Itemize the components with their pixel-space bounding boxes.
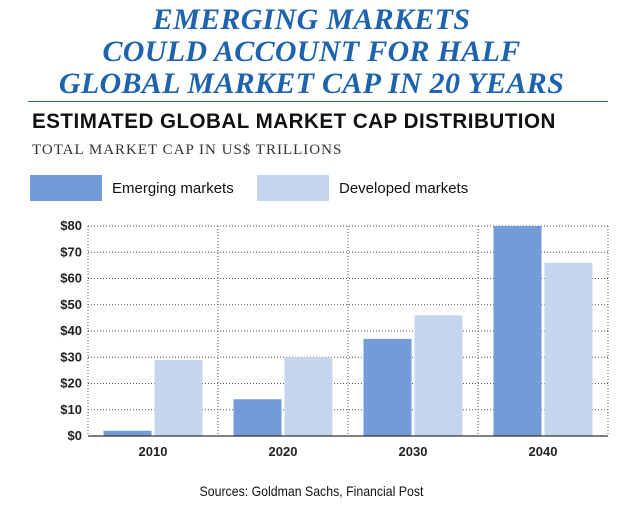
bar-developed: [154, 359, 203, 436]
bar-emerging: [363, 338, 412, 436]
x-tick-label: 2020: [269, 444, 298, 459]
y-tick-label: $50: [60, 297, 82, 312]
headline-divider: [28, 101, 608, 102]
bar-emerging: [233, 399, 282, 436]
y-tick-label: $70: [60, 244, 82, 259]
y-tick-label: $80: [60, 218, 82, 233]
y-tick-label: $30: [60, 349, 82, 364]
x-tick-label: 2040: [529, 444, 558, 459]
bar-emerging: [103, 430, 152, 436]
legend-swatch-emerging: [30, 175, 102, 201]
headline: EMERGING MARKETS COULD ACCOUNT FOR HALF …: [0, 4, 623, 100]
legend-label-emerging: Emerging markets: [112, 179, 234, 197]
legend-item-emerging: Emerging markets: [30, 175, 234, 201]
y-tick-label: $20: [60, 376, 82, 391]
source-note: Sources: Goldman Sachs, Financial Post: [199, 483, 424, 499]
y-tick-label: $10: [60, 402, 82, 417]
bar-developed: [414, 315, 463, 436]
headline-line-3: GLOBAL MARKET CAP IN 20 YEARS: [58, 67, 565, 100]
bar-developed: [284, 357, 333, 436]
headline-line-2: COULD ACCOUNT FOR HALF: [102, 35, 521, 68]
chart-title: ESTIMATED GLOBAL MARKET CAP DISTRIBUTION: [32, 110, 556, 133]
x-tick-label: 2030: [399, 444, 428, 459]
legend-label-developed: Developed markets: [339, 179, 469, 197]
y-tick-label: $40: [60, 323, 82, 338]
legend-item-developed: Developed markets: [257, 175, 469, 201]
chart-subtitle: TOTAL MARKET CAP IN US$ TRILLIONS: [32, 142, 343, 158]
y-tick-label: $60: [60, 271, 82, 286]
bar-emerging: [493, 226, 542, 436]
headline-line-1: EMERGING MARKETS: [152, 3, 471, 36]
bar-developed: [544, 262, 593, 436]
legend-swatch-developed: [257, 175, 329, 201]
x-tick-label: 2010: [139, 444, 168, 459]
y-tick-label: $0: [68, 428, 82, 443]
